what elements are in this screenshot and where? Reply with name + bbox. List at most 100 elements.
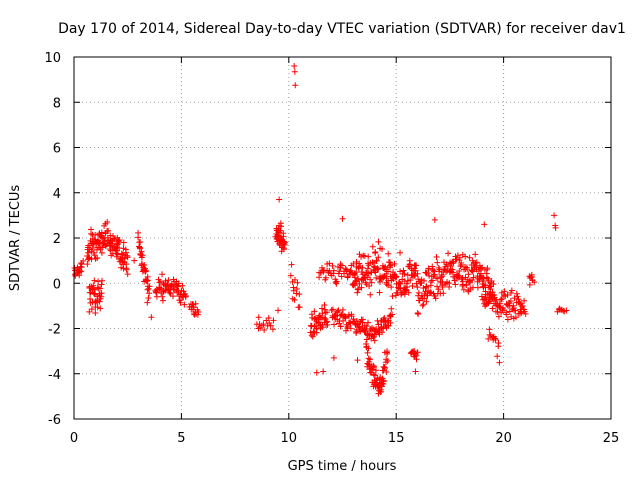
data-point <box>158 285 165 292</box>
y-tick-label: 6 <box>53 142 61 157</box>
data-point <box>495 313 502 320</box>
data-point <box>382 263 389 270</box>
y-tick-label: 0 <box>53 277 61 292</box>
data-point <box>92 309 99 316</box>
data-point <box>124 271 131 278</box>
data-point <box>97 285 104 292</box>
data-point <box>359 271 366 278</box>
data-point <box>189 301 196 308</box>
data-point <box>190 304 197 311</box>
data-point <box>335 307 342 314</box>
data-point <box>528 273 535 280</box>
data-point <box>370 371 377 378</box>
data-point <box>434 259 441 266</box>
y-tick-label: -4 <box>48 368 61 383</box>
y-axis-label: SDTVAR / TECUs <box>8 185 23 292</box>
data-point <box>333 280 340 287</box>
data-point <box>470 274 477 281</box>
data-point <box>323 309 330 316</box>
data-point <box>141 261 148 268</box>
y-tick-label: -2 <box>48 323 61 338</box>
data-point <box>453 256 460 263</box>
data-point <box>170 293 177 300</box>
data-point <box>478 265 485 272</box>
data-point <box>339 215 346 222</box>
data-point <box>419 302 426 309</box>
data-point <box>328 307 335 314</box>
data-point <box>99 244 106 251</box>
y-tick-label: 8 <box>53 96 61 111</box>
y-tick-label: 2 <box>53 232 61 247</box>
data-point <box>124 252 131 259</box>
data-point <box>287 272 294 279</box>
data-point <box>385 282 392 289</box>
data-point <box>435 286 442 293</box>
data-point <box>434 283 441 290</box>
data-point <box>313 369 320 376</box>
data-point <box>85 249 92 256</box>
data-point <box>425 265 432 272</box>
data-point <box>181 301 188 308</box>
data-point <box>313 329 320 336</box>
data-point <box>401 270 408 277</box>
data-point <box>371 337 378 344</box>
data-point <box>322 309 329 316</box>
data-point <box>494 353 501 360</box>
data-point <box>488 278 495 285</box>
data-point <box>483 274 490 281</box>
data-point <box>420 277 427 284</box>
data-point <box>353 258 360 265</box>
data-point <box>512 307 519 314</box>
data-point <box>90 282 97 289</box>
data-point <box>384 268 391 275</box>
data-point <box>431 216 438 223</box>
data-point <box>375 238 382 245</box>
data-point <box>351 272 358 279</box>
data-point <box>139 252 146 259</box>
data-point <box>159 297 166 304</box>
data-point <box>486 282 493 289</box>
data-point <box>504 316 511 323</box>
data-point <box>192 300 199 307</box>
data-point <box>411 348 418 355</box>
data-point <box>375 321 382 328</box>
data-point <box>459 278 466 285</box>
data-point <box>480 284 487 291</box>
data-point <box>396 279 403 286</box>
data-point <box>518 309 525 316</box>
data-point <box>255 314 262 321</box>
data-point <box>280 233 287 240</box>
data-point <box>365 345 372 352</box>
data-point <box>490 281 497 288</box>
data-point <box>456 254 463 261</box>
data-point <box>472 260 479 267</box>
data-point <box>439 273 446 280</box>
data-point <box>491 291 498 298</box>
data-point <box>291 63 298 70</box>
data-point <box>356 323 363 330</box>
data-point <box>563 307 570 314</box>
data-point <box>175 280 182 287</box>
data-point <box>478 293 485 300</box>
data-point <box>512 314 519 321</box>
data-point <box>433 254 440 261</box>
data-point <box>144 273 151 280</box>
axis-ticks: 0 5 10 15 20 25 -6 -4 -2 0 2 4 6 8 10 <box>44 51 619 446</box>
data-point <box>487 285 494 292</box>
data-point <box>425 269 432 276</box>
data-point <box>412 368 419 375</box>
data-point <box>338 262 345 269</box>
data-point <box>309 333 316 340</box>
data-point <box>88 306 95 313</box>
data-point <box>474 284 481 291</box>
data-point <box>462 253 469 260</box>
data-point <box>177 299 184 306</box>
data-point <box>356 280 363 287</box>
data-point <box>124 254 131 261</box>
data-point <box>135 229 142 236</box>
data-point <box>291 296 298 303</box>
data-point <box>401 291 408 298</box>
data-point <box>413 262 420 269</box>
data-point <box>405 289 412 296</box>
data-point <box>389 293 396 300</box>
